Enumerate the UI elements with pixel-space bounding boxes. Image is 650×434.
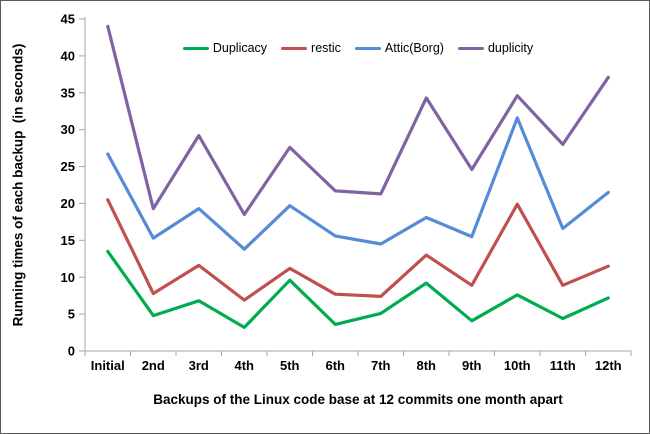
y-tick-label: 35 <box>61 85 75 100</box>
y-tick-label: 20 <box>61 196 75 211</box>
y-tick-label: 0 <box>68 344 75 359</box>
x-tick-label: 6th <box>326 358 346 373</box>
series-line-attic-borg- <box>106 116 610 251</box>
legend-swatch-icon <box>281 46 308 50</box>
x-tick-label: 11th <box>550 358 576 373</box>
y-tick-label: 40 <box>61 48 75 63</box>
legend-item-duplicacy: Duplicacy <box>182 41 268 55</box>
legend-swatch-icon <box>354 46 381 50</box>
x-tick-label: 12th <box>595 358 622 373</box>
y-tick-label: 45 <box>61 12 75 27</box>
x-tick-label: 7th <box>371 358 391 373</box>
y-tick-label: 25 <box>61 159 75 174</box>
legend-label: duplicity <box>487 41 534 55</box>
x-tick-label: 5th <box>280 358 300 373</box>
x-tick-label: 9th <box>462 358 482 373</box>
series-line-duplicacy <box>106 249 610 329</box>
legend-label: Attic(Borg) <box>384 41 444 55</box>
y-tick-label: 15 <box>61 233 75 248</box>
y-tick-label: 10 <box>61 270 75 285</box>
legend-item-restic: restic <box>281 41 341 55</box>
legend-item-duplicity: duplicity <box>457 41 534 55</box>
y-tick-label: 30 <box>61 122 75 137</box>
x-tick-label: 8th <box>417 358 437 373</box>
series-line-restic <box>106 198 610 302</box>
x-tick-label: Initial <box>91 358 125 373</box>
y-tick-label: 5 <box>68 307 75 322</box>
x-tick-label: 10th <box>504 358 531 373</box>
legend-item-attic-borg-: Attic(Borg) <box>354 41 444 55</box>
x-tick-label: 3rd <box>189 358 209 373</box>
legend-swatch-icon <box>457 46 484 50</box>
x-tick-label: 2nd <box>142 358 165 373</box>
legend-swatch-icon <box>182 46 209 50</box>
legend: Duplicacy restic Attic(Borg) duplicity <box>85 41 631 55</box>
x-axis-title: Backups of the Linux code base at 12 com… <box>153 392 563 407</box>
legend-label: restic <box>311 41 341 55</box>
legend-label: Duplicacy <box>212 41 268 55</box>
x-tick-label: 4th <box>235 358 255 373</box>
series-line-duplicity <box>106 24 610 217</box>
